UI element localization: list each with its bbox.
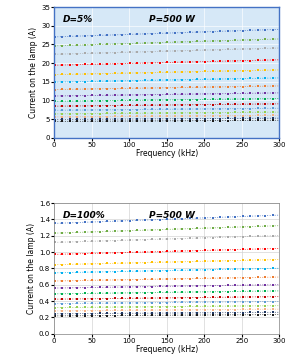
Y-axis label: Current on the lamp (A): Current on the lamp (A) — [29, 27, 38, 118]
Text: P=500 W: P=500 W — [149, 15, 195, 24]
Text: P=500 W: P=500 W — [149, 211, 195, 220]
X-axis label: Frequency (kHz): Frequency (kHz) — [136, 149, 198, 158]
Y-axis label: Current on the lamp (A): Current on the lamp (A) — [27, 223, 36, 314]
Text: D=100%: D=100% — [63, 211, 106, 220]
Text: D=5%: D=5% — [63, 15, 93, 24]
X-axis label: Frequency (kHz): Frequency (kHz) — [136, 345, 198, 354]
